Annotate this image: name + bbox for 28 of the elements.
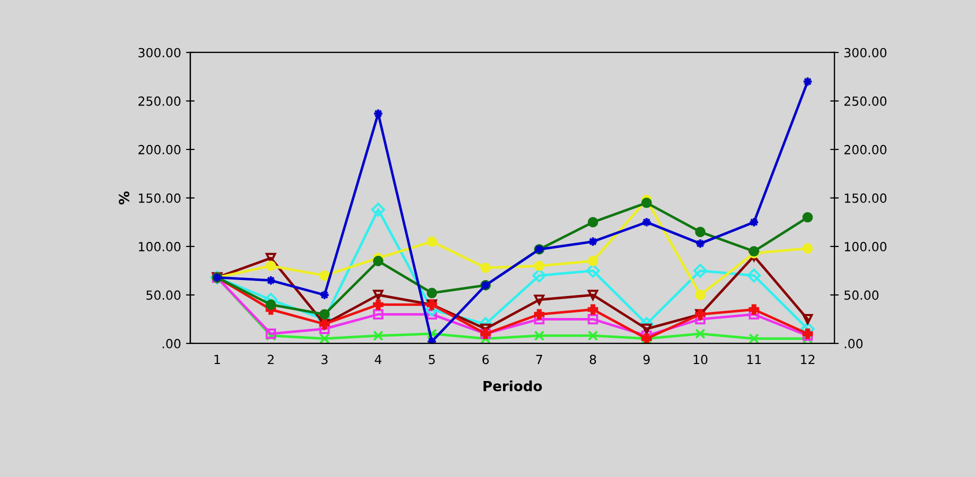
x-tick-label: 12 [801,354,814,364]
x-tick-label: 7 [536,354,542,364]
y2-tick-label: .00 [844,338,863,348]
y2-tick-label: 50.00 [844,290,878,300]
y-tick-label: 250.00 [138,96,180,106]
y2-tick-label: 300.00 [844,48,886,58]
y-tick-label: 300.00 [138,48,180,58]
y2-tick-label: 250.00 [844,96,886,106]
y-tick-label: 100.00 [138,242,180,252]
y-tick-label: 50.00 [146,290,180,300]
x-tick-label: 10 [694,354,708,364]
x-tick-label: 1 [214,354,220,364]
y-tick-label: 150.00 [138,193,180,203]
x-tick-label: 2 [268,354,274,364]
x-tick-label: 4 [374,354,382,364]
x-tick-label: 11 [747,354,761,364]
x-axis-title: Periodo [484,380,542,392]
y2-tick-label: 150.00 [844,193,886,203]
x-tick-label: 3 [321,354,328,364]
y2-tick-label: 100.00 [844,242,886,252]
y-axis-title: % [118,191,130,204]
y2-tick-label: 200.00 [844,144,886,154]
x-tick-label: 5 [428,354,435,364]
y-tick-label: .00 [162,338,180,348]
x-tick-label: 9 [643,354,650,364]
y-tick-label: 200.00 [138,144,180,154]
x-tick-label: 6 [482,354,489,364]
x-tick-label: 8 [590,354,596,364]
